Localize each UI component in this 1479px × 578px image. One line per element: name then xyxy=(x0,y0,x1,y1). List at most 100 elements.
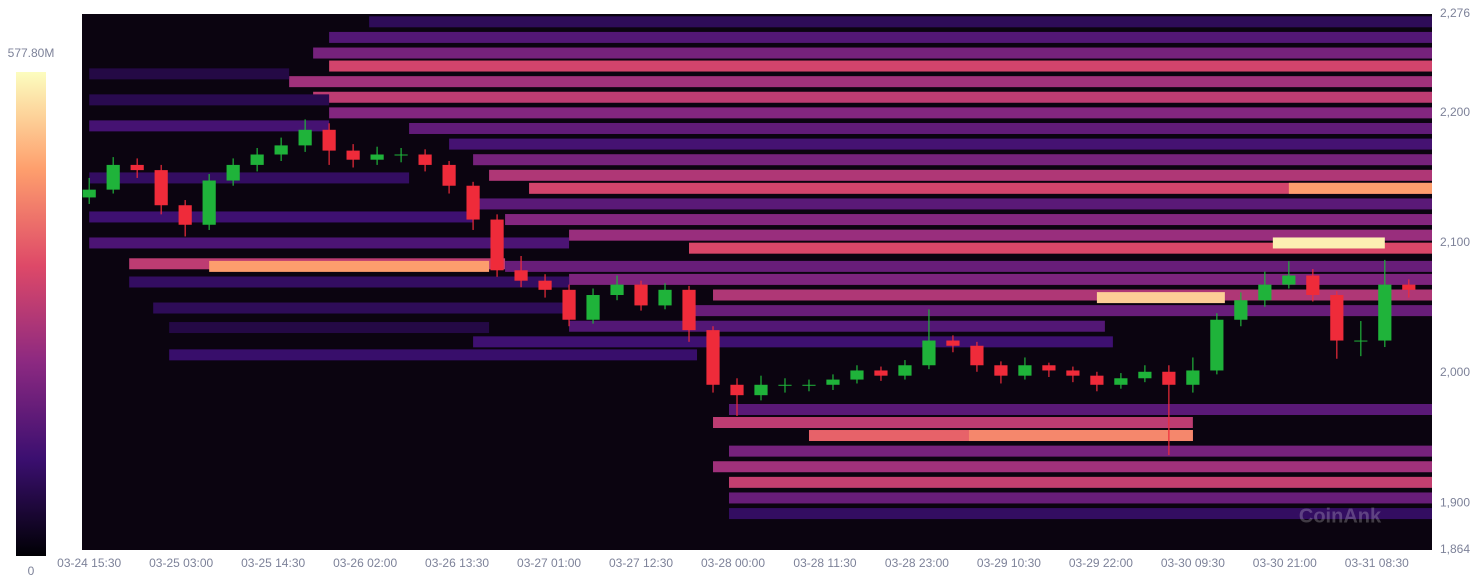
x-tick-label: 03-29 22:00 xyxy=(1069,556,1133,570)
heat-band xyxy=(689,242,1432,254)
candle-body xyxy=(1090,375,1104,385)
heat-band xyxy=(489,169,1432,181)
candle-body xyxy=(946,340,960,346)
candle-body xyxy=(1354,340,1368,342)
candle-body xyxy=(1282,275,1296,285)
heat-band xyxy=(313,91,1432,103)
candle-body xyxy=(1066,370,1080,376)
heat-band xyxy=(329,60,1432,72)
heat-band xyxy=(713,417,1193,429)
heat-band xyxy=(209,260,490,272)
heat-band xyxy=(729,445,1432,457)
x-tick-label: 03-28 00:00 xyxy=(701,556,765,570)
heat-band xyxy=(569,273,1432,285)
heat-band xyxy=(689,305,1432,317)
candle-body xyxy=(658,289,672,306)
candle-body xyxy=(898,365,912,376)
candle-body xyxy=(1402,284,1416,290)
heat-band xyxy=(505,260,1432,272)
candle-body xyxy=(778,384,792,386)
heat-band xyxy=(1272,237,1385,249)
heat-band xyxy=(713,461,1432,473)
x-tick-label: 03-27 01:00 xyxy=(517,556,581,570)
y-tick-label: 1,900 xyxy=(1440,495,1470,509)
heat-band xyxy=(89,172,410,184)
y-tick-label: 2,276 xyxy=(1440,6,1470,20)
candle-body xyxy=(442,164,456,186)
heat-band xyxy=(129,276,570,288)
candle-body xyxy=(1234,300,1248,320)
candle-body xyxy=(634,284,648,306)
candle-body xyxy=(346,150,360,160)
heat-band xyxy=(729,492,1432,504)
x-tick-label: 03-26 13:30 xyxy=(425,556,489,570)
candle-body xyxy=(106,164,120,190)
candle-body xyxy=(610,284,624,296)
candle-body xyxy=(1018,365,1032,376)
heat-band xyxy=(729,403,1432,415)
heat-band xyxy=(89,94,330,106)
candle-body xyxy=(730,384,744,396)
heat-band xyxy=(713,289,1432,301)
heat-band xyxy=(329,107,1432,119)
heat-band xyxy=(313,47,1432,59)
heat-band xyxy=(169,349,698,361)
candle-body xyxy=(586,295,600,320)
candle-body xyxy=(202,180,216,225)
heat-band xyxy=(473,154,1432,166)
candle-body xyxy=(226,164,240,181)
candle-body xyxy=(370,154,384,160)
x-tick-label: 03-25 14:30 xyxy=(241,556,305,570)
y-tick-label: 2,100 xyxy=(1440,235,1470,249)
candle-body xyxy=(850,370,864,380)
heat-band xyxy=(89,68,290,80)
candle-body xyxy=(394,154,408,156)
candle-body xyxy=(1186,370,1200,385)
candle-body xyxy=(1210,319,1224,371)
candle-body xyxy=(466,185,480,220)
candle-body xyxy=(994,365,1008,376)
candle-body xyxy=(1378,284,1392,341)
candle-body xyxy=(802,384,816,386)
x-tick-label: 03-31 08:30 xyxy=(1345,556,1409,570)
heat-band xyxy=(968,430,1193,442)
candle-body xyxy=(130,164,144,171)
heat-band xyxy=(729,476,1432,488)
heat-band xyxy=(153,302,570,314)
candle-body xyxy=(418,154,432,165)
x-tick-label: 03-24 15:30 xyxy=(57,556,121,570)
candle-body xyxy=(274,145,288,155)
candle-body xyxy=(298,129,312,146)
candle-body xyxy=(1162,371,1176,385)
candle-body xyxy=(826,379,840,385)
heat-band xyxy=(505,214,1432,226)
candle-body xyxy=(1258,284,1272,301)
heat-band xyxy=(529,182,1432,194)
heat-band xyxy=(369,16,1432,28)
heat-band xyxy=(409,122,1432,134)
candle-body xyxy=(682,289,696,331)
x-tick-label: 03-28 23:00 xyxy=(885,556,949,570)
y-tick-label: 2,000 xyxy=(1440,365,1470,379)
candle-body xyxy=(874,370,888,376)
candle-body xyxy=(562,289,576,320)
heat-band xyxy=(729,508,1432,520)
candle-body xyxy=(1042,365,1056,371)
candle-body xyxy=(1114,378,1128,385)
x-tick-label: 03-28 11:30 xyxy=(793,556,856,570)
heat-band xyxy=(329,31,1432,43)
colorbar-label: 0 xyxy=(28,564,35,578)
candle-body xyxy=(250,154,264,165)
candle-body xyxy=(1330,295,1344,341)
heat-band xyxy=(169,322,490,334)
colorbar-label: 577.80M xyxy=(8,46,55,60)
candle-body xyxy=(322,129,336,151)
candle-body xyxy=(490,219,504,271)
x-tick-label: 03-26 02:00 xyxy=(333,556,397,570)
heat-band xyxy=(569,229,1432,241)
heat-band xyxy=(1288,182,1432,194)
candle-body xyxy=(922,340,936,366)
candle-body xyxy=(1306,275,1320,296)
